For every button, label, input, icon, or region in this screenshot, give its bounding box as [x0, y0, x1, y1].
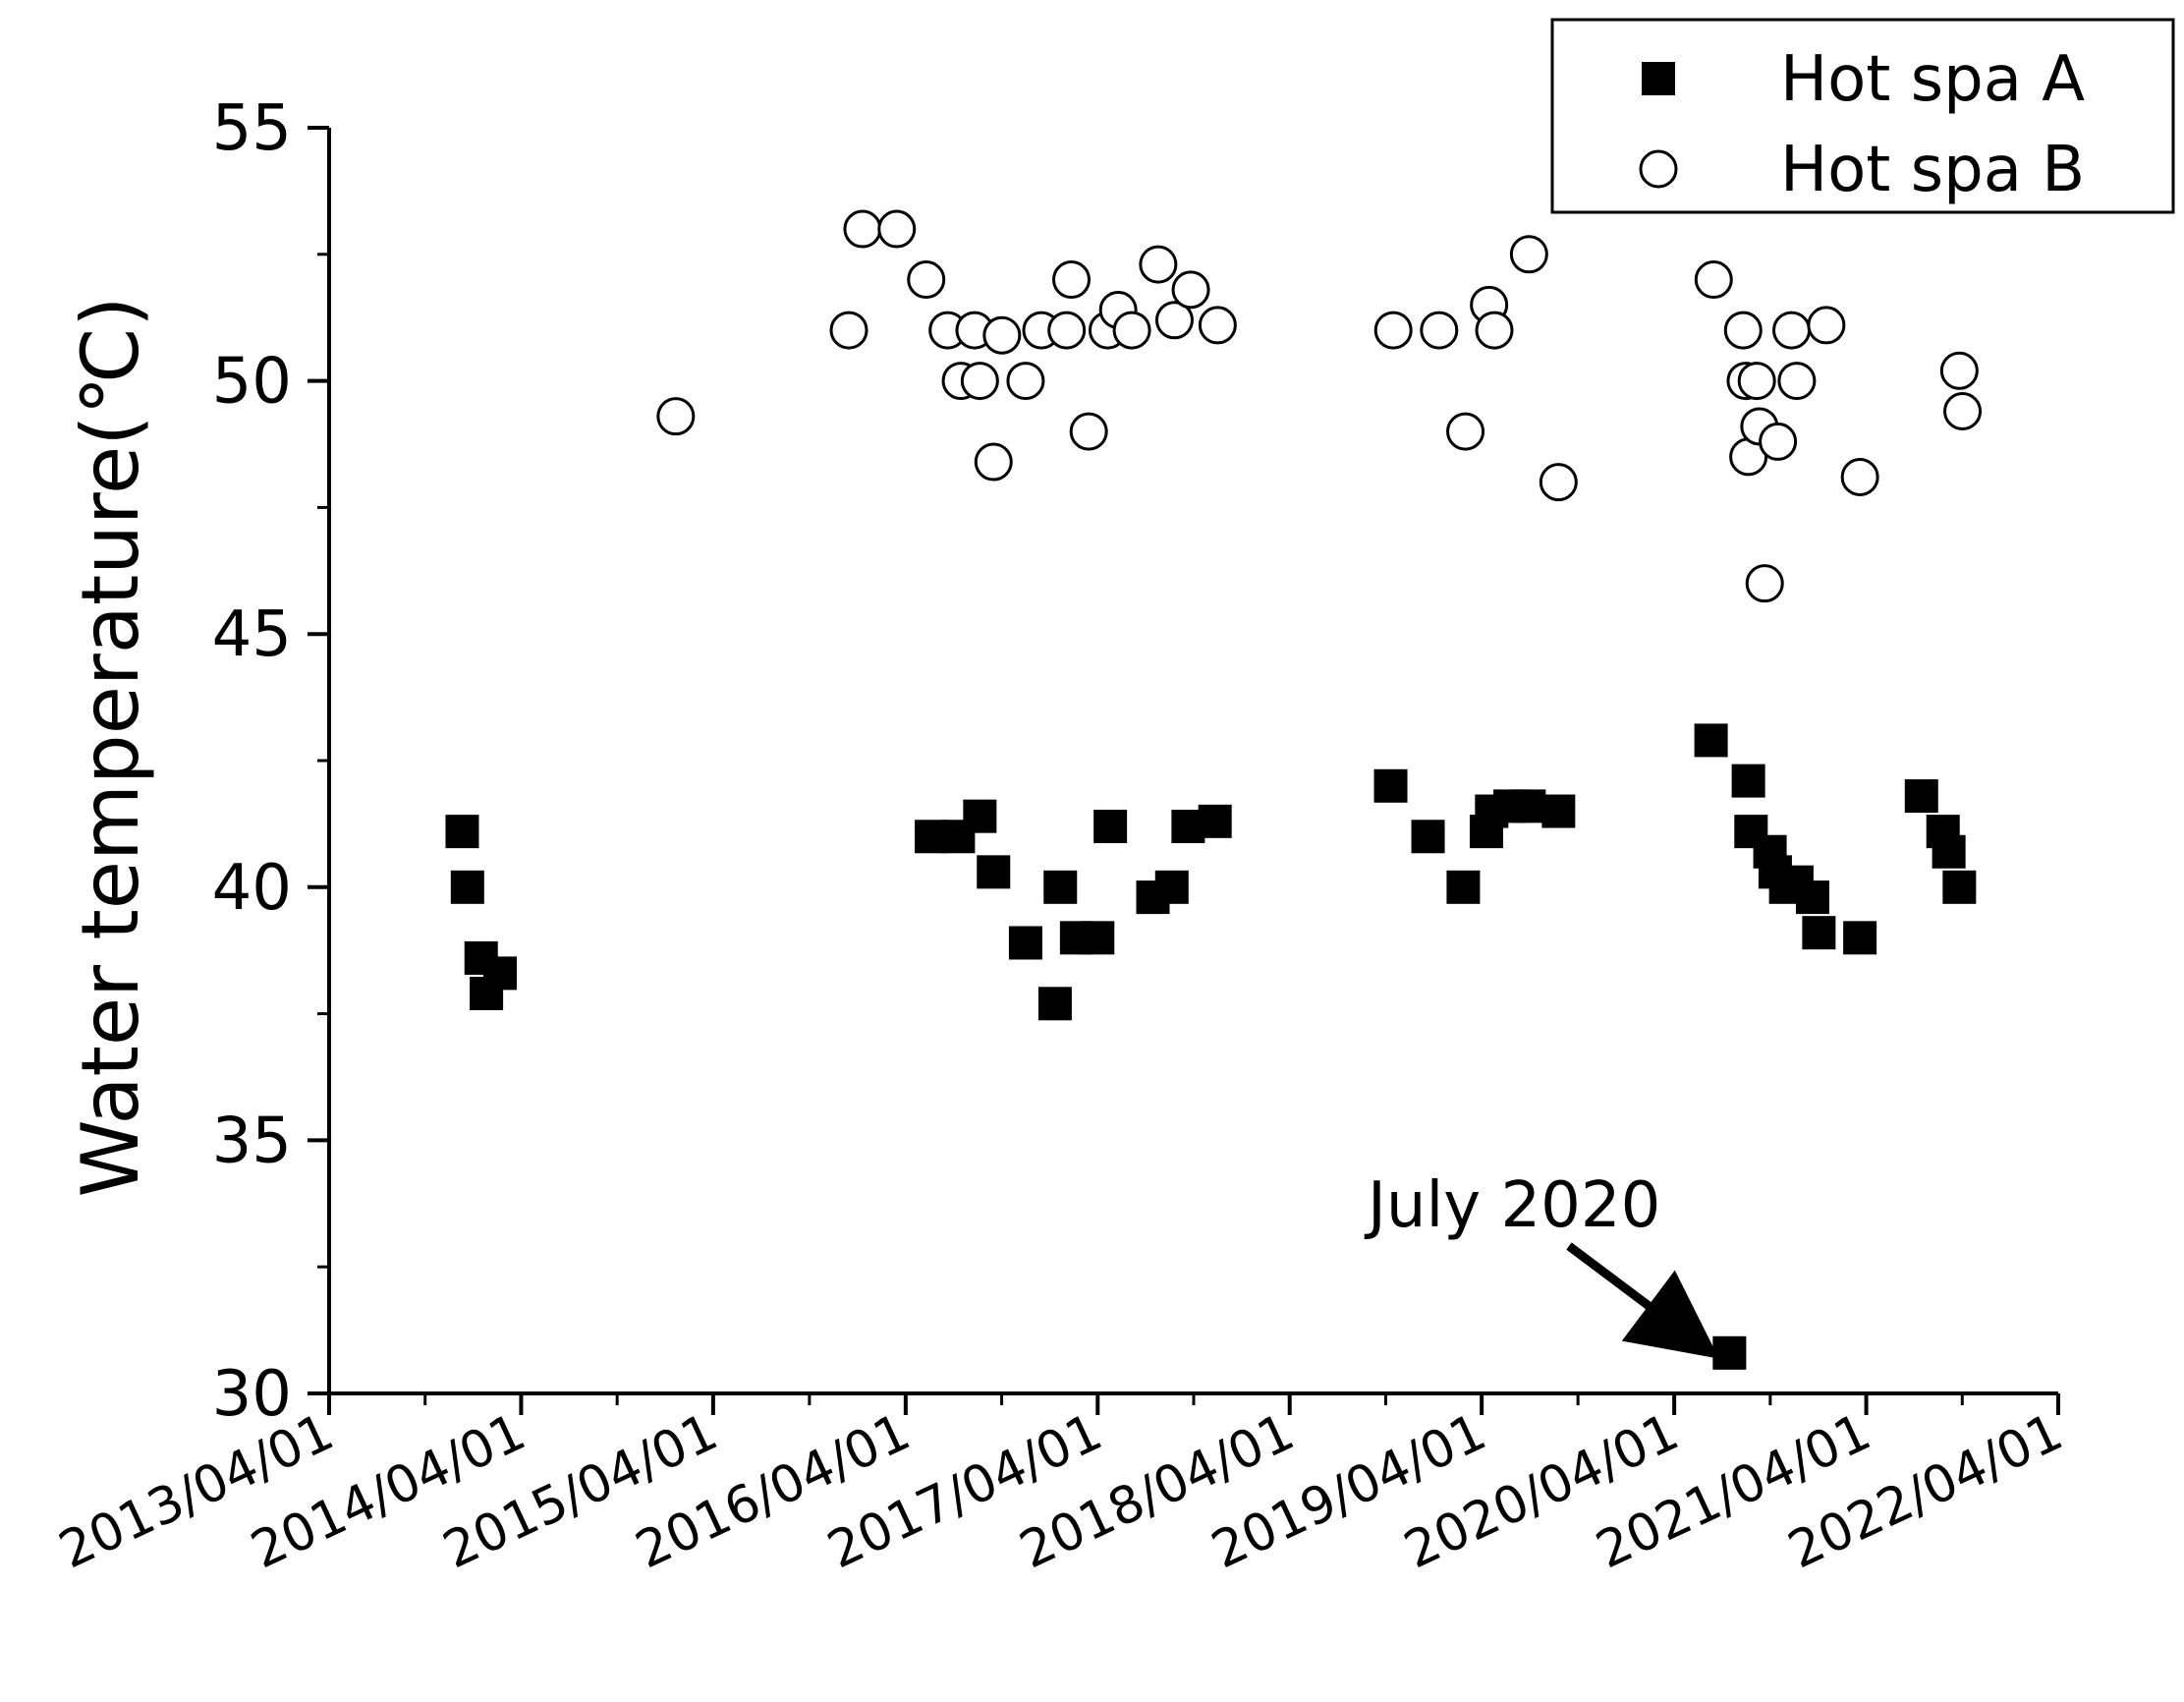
data-point-square: [1712, 1335, 1747, 1370]
y-axis-title: Water temperature(℃): [65, 296, 156, 1197]
legend-label: Hot spa A: [1780, 43, 2085, 116]
legend-marker-square: [1642, 62, 1675, 95]
data-point-square: [1373, 768, 1408, 803]
data-point-circle: [1171, 270, 1210, 310]
y-tick-label: 45: [212, 598, 292, 671]
data-point-circle: [1723, 311, 1763, 350]
data-point-circle: [982, 315, 1022, 355]
data-point-square: [1043, 870, 1078, 904]
data-point-circle: [1694, 260, 1733, 300]
data-point-circle: [1777, 362, 1817, 401]
data-point-circle: [1759, 422, 1798, 461]
y-tick-label: 35: [212, 1105, 292, 1177]
data-point-square: [1081, 921, 1115, 955]
data-point-circle: [877, 209, 917, 249]
legend-marker-circle: [1639, 149, 1678, 189]
data-point-square: [1843, 921, 1877, 955]
data-point-square: [483, 956, 518, 991]
data-point-circle: [1475, 311, 1514, 350]
data-point-circle: [1446, 412, 1485, 451]
data-point-circle: [1807, 306, 1846, 345]
data-point-square: [1512, 789, 1546, 823]
y-axis-ticks: 30 35 40 45 50 55: [212, 92, 329, 1431]
data-point-circle: [1943, 392, 1983, 431]
data-point-square: [450, 870, 484, 904]
annotation-label: July 2020: [1364, 1169, 1660, 1242]
legend: Hot spa A Hot spa B: [1550, 18, 2175, 214]
y-tick-label: 55: [212, 92, 292, 165]
data-point-circle: [1539, 463, 1578, 502]
data-point-circle: [1509, 235, 1548, 274]
data-point-square: [1731, 764, 1765, 798]
data-point-circle: [1052, 260, 1092, 300]
y-tick-label: 40: [212, 852, 292, 925]
data-point-circle: [1745, 564, 1784, 603]
data-point-circle: [1006, 362, 1045, 401]
data-point-circle: [1840, 457, 1879, 496]
data-point-circle: [907, 260, 946, 300]
data-point-circle: [974, 442, 1013, 482]
annotation-arrow: [1566, 1242, 1719, 1359]
data-point-circle: [1154, 301, 1194, 340]
data-point-circle: [1198, 306, 1237, 345]
data-point-circle: [1047, 311, 1087, 350]
data-point-square: [1932, 834, 1966, 869]
data-point-square: [1904, 779, 1938, 814]
data-point-square: [1802, 916, 1836, 950]
data-point-square: [963, 799, 997, 833]
y-tick-label: 30: [212, 1358, 292, 1431]
data-point-square: [1446, 870, 1481, 904]
series-hot-spa-b: [656, 209, 1983, 603]
data-point-square: [1093, 809, 1128, 843]
y-tick-label: 50: [212, 346, 292, 419]
data-point-square: [1795, 880, 1829, 915]
data-series: [445, 209, 1983, 1370]
data-point-square: [445, 815, 479, 849]
data-point-square: [1541, 794, 1576, 828]
data-point-square: [1008, 926, 1042, 960]
series-hot-spa-a: [445, 723, 1977, 1370]
legend-label: Hot spa B: [1780, 134, 2085, 206]
data-point-circle: [960, 362, 999, 401]
data-point-circle: [829, 311, 868, 350]
data-point-square: [1198, 804, 1232, 838]
data-point-square: [1942, 870, 1977, 904]
annotations: July 2020: [1364, 1169, 1719, 1359]
data-point-circle: [1420, 311, 1459, 350]
data-point-circle: [1112, 311, 1151, 350]
data-point-square: [1154, 870, 1189, 904]
data-point-square: [977, 855, 1011, 889]
data-point-circle: [843, 209, 882, 249]
data-point-circle: [1939, 351, 1979, 390]
data-point-circle: [1139, 245, 1178, 284]
data-point-square: [1037, 987, 1072, 1021]
data-point-circle: [1737, 362, 1776, 401]
data-point-circle: [656, 397, 696, 436]
data-point-circle: [1772, 311, 1812, 350]
data-point-circle: [1069, 412, 1108, 451]
x-axis-ticks: 2013/04/012014/04/012015/04/012016/04/01…: [50, 1393, 2071, 1580]
data-point-square: [1411, 820, 1445, 854]
data-point-square: [1694, 723, 1728, 758]
data-point-circle: [1373, 311, 1413, 350]
